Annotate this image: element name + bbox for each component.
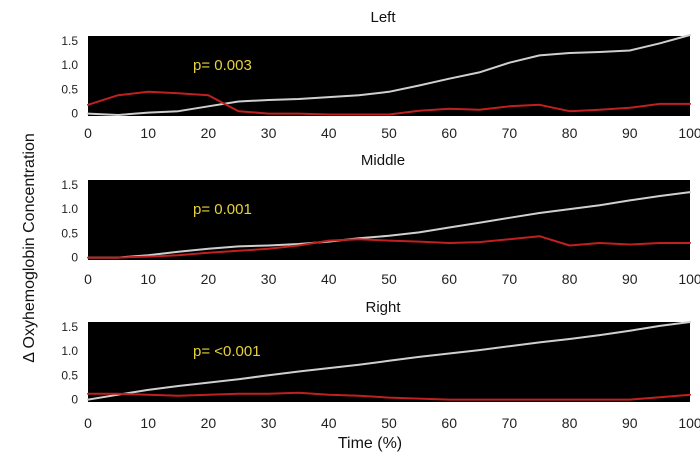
y-tick-label: 1.5 [61, 320, 78, 334]
x-tick-label: 60 [441, 271, 457, 287]
x-tick-label: 70 [502, 271, 518, 287]
x-tick-label: 60 [441, 415, 457, 431]
series-line-light [87, 34, 691, 116]
x-tick-label: 30 [261, 125, 277, 141]
x-tick-label: 10 [140, 271, 156, 287]
x-tick-label: 80 [562, 271, 578, 287]
y-tick-label: 0 [71, 251, 78, 265]
x-tick-label: 70 [502, 415, 518, 431]
plot-area [88, 36, 690, 116]
y-tick-label: 1.5 [61, 178, 78, 192]
y-tick-label: 0.5 [61, 368, 78, 382]
y-tick-label: 0 [71, 393, 78, 407]
y-axis-title: Δ Oxyhemoglobin Concentration [21, 133, 38, 362]
x-tick-label: 100 [678, 415, 700, 431]
x-tick-label: 10 [140, 415, 156, 431]
x-tick-label: 60 [441, 125, 457, 141]
x-tick-label: 0 [84, 415, 92, 431]
y-tick-label: 0.5 [61, 82, 78, 96]
x-axis-title: Time (%) [338, 435, 402, 452]
series-line-red [87, 90, 691, 116]
x-tick-label: 80 [562, 125, 578, 141]
panel-title: Left [370, 9, 396, 26]
plot-area [88, 322, 690, 402]
x-tick-label: 30 [261, 415, 277, 431]
chart-panel: Middle 0 0.5 1.0 1.5 0 10 20 30 40 50 60 70 80 90 100 p=… [61, 152, 700, 287]
y-tick-label: 0.5 [61, 226, 78, 240]
y-tick-label: 1.0 [61, 202, 78, 216]
series-line-red [87, 235, 691, 259]
x-tick-label: 90 [622, 271, 638, 287]
chart-panel: Right 0 0.5 1.0 1.5 0 10 20 30 40 50 60 70 80 90 100 p= … [61, 299, 700, 431]
x-tick-label: 0 [84, 125, 92, 141]
x-tick-label: 90 [622, 125, 638, 141]
x-tick-label: 20 [201, 125, 217, 141]
x-tick-label: 20 [201, 415, 217, 431]
y-tick-label: 1.5 [61, 34, 78, 48]
p-value-annotation: p= 0.001 [193, 201, 252, 218]
series-line-light [87, 321, 691, 401]
x-tick-label: 20 [201, 271, 217, 287]
x-tick-label: 10 [140, 125, 156, 141]
x-tick-label: 40 [321, 415, 337, 431]
p-value-annotation: p= <0.001 [193, 343, 261, 360]
series-line-light [87, 191, 691, 259]
x-tick-label: 40 [321, 125, 337, 141]
y-tick-label: 0 [71, 107, 78, 121]
x-tick-label: 0 [84, 271, 92, 287]
plot-area [88, 180, 690, 260]
x-tick-label: 80 [562, 415, 578, 431]
panel-title: Right [365, 299, 401, 316]
x-tick-label: 30 [261, 271, 277, 287]
x-tick-label: 90 [622, 415, 638, 431]
x-tick-label: 100 [678, 125, 700, 141]
p-value-annotation: p= 0.003 [193, 57, 252, 74]
x-tick-label: 50 [381, 125, 397, 141]
series-line-red [87, 391, 691, 401]
x-tick-label: 70 [502, 125, 518, 141]
x-tick-label: 50 [381, 415, 397, 431]
y-tick-label: 1.0 [61, 344, 78, 358]
y-tick-label: 1.0 [61, 58, 78, 72]
x-tick-label: 100 [678, 271, 700, 287]
panel-title: Middle [361, 152, 405, 169]
x-tick-label: 50 [381, 271, 397, 287]
chart-panel: Left 0 0.5 1.0 1.5 0 10 20 30 40 50 60 70 80 90 100 p= 0… [61, 9, 700, 141]
x-tick-label: 40 [321, 271, 337, 287]
